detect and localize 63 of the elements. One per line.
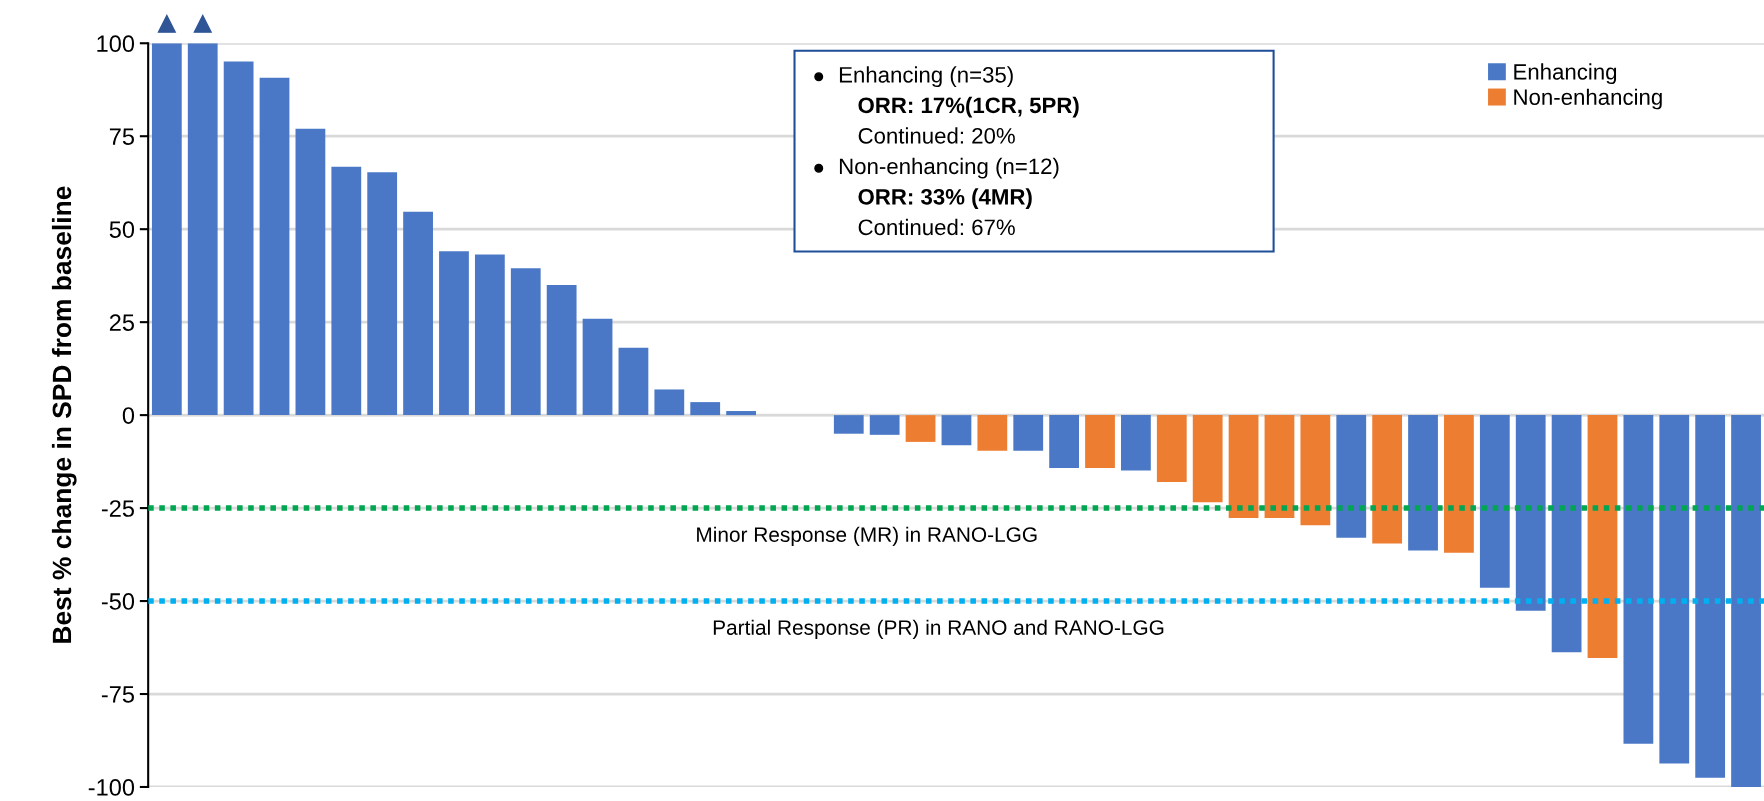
bar: [869, 415, 900, 435]
bar: [367, 172, 398, 416]
bar: [187, 43, 218, 416]
bar: [1479, 415, 1510, 588]
bar: [1336, 415, 1367, 538]
bar: [1372, 415, 1403, 544]
bar: [403, 211, 433, 416]
y-tick-label: -100: [88, 779, 135, 796]
y-tick-label: -50: [101, 593, 135, 610]
bar: [259, 77, 290, 416]
bar: [905, 415, 936, 442]
annotation: ORR: 17%(1CR, 5PR): [858, 96, 1079, 118]
ref-line-label: Partial Response (PR) in RANO and RANO-LGG: [713, 619, 1164, 640]
bar: [726, 411, 756, 416]
y-tick-label: 0: [122, 407, 135, 424]
bar: [223, 61, 254, 416]
bar: [977, 415, 1008, 451]
bar: [941, 415, 972, 446]
bar: [1695, 415, 1726, 778]
bar: [331, 166, 362, 416]
annotation: Enhancing (n=35): [839, 66, 1013, 88]
bar: [1192, 415, 1223, 503]
y-tick-label: -75: [101, 686, 134, 703]
bar: [1085, 415, 1115, 468]
bar: [582, 318, 613, 416]
bar: [1121, 415, 1151, 471]
bar: [1623, 415, 1654, 744]
y-tick-label: 50: [109, 221, 135, 238]
annotation: Continued: 67%: [858, 218, 1015, 236]
bar: [1228, 415, 1259, 519]
y-tick-label: 25: [109, 314, 134, 331]
bar: [690, 402, 721, 416]
bar: [1444, 415, 1474, 553]
bar: [1659, 415, 1690, 764]
bar: [151, 43, 182, 416]
bar: [474, 254, 505, 416]
bar: [1264, 415, 1295, 519]
annotation: ORR: 33% (4MR): [858, 188, 1032, 210]
bar: [1587, 415, 1618, 658]
bar: [546, 284, 577, 416]
bar: [510, 268, 541, 416]
bar: [1049, 415, 1080, 468]
bar: [439, 251, 469, 416]
bar: [1731, 415, 1761, 787]
annotation: Continued: 20%: [858, 127, 1015, 144]
legend-label: Enhancing: [1514, 63, 1617, 85]
bar: [1408, 415, 1438, 551]
bar: [618, 347, 649, 416]
y-tick-label: 100: [97, 35, 135, 53]
bar: [1300, 415, 1331, 526]
bar: [295, 128, 326, 416]
bar: [654, 389, 685, 416]
y-tick-label: -25: [101, 500, 134, 517]
legend-label: Non-enhancing: [1514, 88, 1662, 110]
y-axis-title: Best % change in SPD from baseline: [51, 186, 77, 643]
bar: [1156, 415, 1187, 483]
bar: [1013, 415, 1044, 451]
bar: [1551, 415, 1582, 653]
y-tick-label: 75: [109, 128, 134, 146]
annotation: Non-enhancing (n=12): [839, 157, 1059, 179]
ref-line-label: Minor Response (MR) in RANO-LGG: [697, 526, 1037, 547]
bar: [1515, 415, 1546, 611]
bar: [833, 415, 864, 434]
